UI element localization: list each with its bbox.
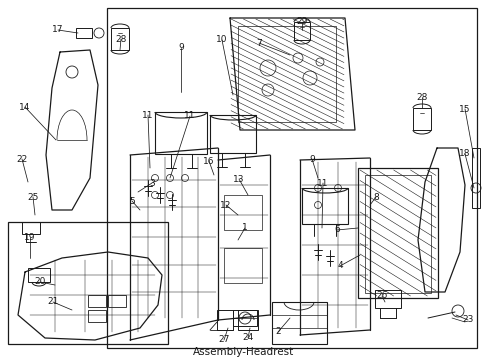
Bar (107, 8, 476, 348)
Bar (374, 290, 400, 308)
Text: 12: 12 (220, 201, 231, 210)
Text: 6: 6 (333, 225, 339, 234)
Text: 19: 19 (24, 233, 36, 242)
Bar (412, 108, 430, 130)
Bar (238, 310, 258, 330)
Bar (76, 28, 92, 38)
Bar (155, 112, 206, 154)
Text: Assembly-Headrest: Assembly-Headrest (193, 347, 294, 357)
Text: 3: 3 (149, 179, 155, 188)
Bar (302, 188, 347, 224)
Bar (88, 310, 106, 322)
Text: 23: 23 (461, 315, 473, 324)
Text: 16: 16 (203, 157, 214, 166)
Text: 21: 21 (47, 297, 59, 306)
Text: 11: 11 (317, 179, 328, 188)
Bar (364, 175, 430, 293)
Text: 13: 13 (233, 175, 244, 184)
Text: 7: 7 (256, 39, 262, 48)
Text: 17: 17 (52, 26, 63, 35)
Text: 20: 20 (34, 278, 45, 287)
Bar (209, 115, 256, 153)
Bar (224, 195, 262, 230)
Text: 28: 28 (415, 94, 427, 103)
Bar (111, 28, 129, 50)
Bar (217, 310, 232, 330)
Bar (28, 268, 50, 282)
Bar (232, 310, 257, 326)
Text: 9: 9 (308, 154, 314, 163)
Text: 5: 5 (129, 197, 135, 206)
Text: 26: 26 (376, 292, 387, 301)
Bar (22, 222, 40, 234)
Text: 11: 11 (184, 112, 195, 121)
Text: 24: 24 (242, 333, 253, 342)
Text: 27: 27 (218, 336, 229, 345)
Text: 11: 11 (142, 111, 153, 120)
Text: 8: 8 (372, 193, 378, 202)
Bar (357, 168, 437, 298)
Text: 9: 9 (178, 44, 183, 53)
Text: 15: 15 (458, 104, 470, 113)
Bar (88, 295, 106, 307)
Bar (224, 248, 262, 283)
Bar (271, 302, 326, 344)
Bar (238, 26, 335, 122)
Text: 29: 29 (296, 18, 307, 27)
Text: 4: 4 (337, 261, 342, 270)
Bar (471, 148, 479, 208)
Text: 1: 1 (242, 224, 247, 233)
Text: 22: 22 (16, 154, 27, 163)
Text: 25: 25 (27, 193, 39, 202)
Text: 10: 10 (216, 36, 227, 45)
Text: 18: 18 (458, 149, 470, 158)
Text: 14: 14 (19, 103, 31, 112)
Bar (108, 295, 126, 307)
Text: 2: 2 (275, 328, 280, 337)
Bar (293, 22, 309, 40)
Text: 28: 28 (115, 35, 126, 44)
Bar (8, 222, 168, 344)
